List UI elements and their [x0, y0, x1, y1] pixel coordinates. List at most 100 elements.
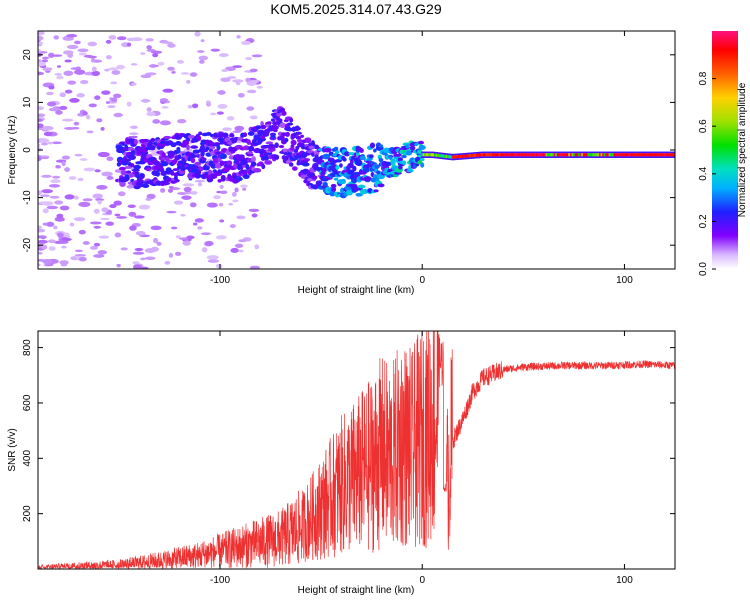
spectrogram-cell: [603, 151, 607, 154]
spectrogram-cell: [558, 153, 561, 157]
spectrogram-cell: [421, 151, 424, 154]
spectrogram-cell: [424, 151, 427, 154]
spectrogram-cell: [479, 156, 482, 159]
colorbar-tick-label: 0.6: [698, 119, 709, 133]
spectrogram-cell: [519, 153, 523, 157]
spectrogram-cell: [342, 157, 347, 162]
spectrogram-cell: [569, 151, 573, 154]
x-tick-label: 0: [419, 575, 425, 586]
spectrogram-cell: [286, 122, 294, 126]
spectrogram-cell: [506, 153, 510, 157]
spectrogram-cell: [495, 156, 498, 158]
spectrogram-cell: [57, 232, 64, 238]
spectrogram-cell: [450, 153, 453, 156]
spectrogram-cell: [543, 153, 547, 157]
spectrogram-cell: [531, 156, 534, 158]
spectrogram-cell: [63, 50, 74, 55]
spectrogram-cell: [150, 50, 163, 54]
spectrogram-cell: [454, 153, 458, 156]
spectrogram-cell: [401, 160, 407, 166]
spectrogram-cell: [419, 157, 425, 162]
spectrogram-cell: [448, 158, 451, 161]
spectrogram-cell: [608, 153, 612, 157]
spectrogram-cell: [173, 200, 184, 205]
spectrogram-cell: [531, 151, 534, 154]
spectrogram-cell: [130, 125, 138, 129]
spectrogram-cell: [477, 156, 481, 159]
spectrogram-cell: [219, 219, 225, 223]
spectrogram-cell: [598, 151, 602, 154]
spectrogram-cell: [471, 153, 474, 158]
spectrogram-cell: [493, 156, 497, 158]
spectrogram-cell: [655, 153, 658, 157]
spectrogram-cell: [303, 158, 311, 162]
spectrogram-cell: [498, 153, 502, 157]
spectrogram-cell: [246, 106, 255, 111]
spectrogram-cell: [620, 151, 623, 154]
spectrogram-cell: [590, 156, 594, 158]
spectrogram-cell: [430, 153, 434, 157]
spectrogram-cell: [532, 153, 536, 157]
spectrogram-cell: [653, 151, 657, 154]
spectrogram-cell: [641, 153, 644, 157]
spectrogram-cell: [38, 228, 46, 233]
spectrogram-cell: [451, 155, 455, 159]
spectrogram-cell: [503, 153, 506, 157]
spectrogram-cell: [632, 156, 636, 158]
spectrogram-cell: [521, 153, 524, 157]
colorbar-ticks: 0.0 0.2 0.4 0.6 0.8: [698, 71, 716, 276]
spectrogram-cell: [46, 205, 59, 210]
spectrogram-cell: [56, 65, 62, 68]
spectrogram-cell: [574, 153, 578, 157]
spectrogram-cell: [644, 153, 647, 157]
spectrogram-cell: [348, 152, 356, 156]
spectrogram-cell: [127, 204, 136, 209]
spectrogram-cell: [175, 235, 181, 239]
spectrogram-cell: [626, 156, 629, 158]
spectrogram-cell: [555, 156, 558, 158]
spectrogram-cell: [529, 156, 532, 158]
spectrogram-cell: [673, 153, 675, 157]
spectrogram-cell: [130, 82, 137, 86]
spectrogram-cell: [180, 72, 190, 75]
spectrogram-cell: [126, 184, 135, 189]
spectrogram-cell: [140, 52, 146, 55]
spectrogram-cell: [573, 151, 576, 154]
spectrogram-cell: [261, 163, 266, 170]
spectrogram-cell: [421, 153, 424, 157]
spectrogram-cell: [421, 156, 424, 158]
spectrogram-cell: [472, 157, 476, 159]
spectrogram-cell: [369, 142, 376, 149]
spectrogram-cell: [152, 237, 159, 244]
spectrogram-cell: [109, 204, 117, 209]
spectrogram-cell: [38, 239, 48, 244]
spectrogram-cell: [64, 194, 75, 200]
spectrogram-cell: [286, 127, 294, 132]
spectrogram-cell: [469, 154, 472, 158]
spectrogram-cell: [644, 156, 647, 158]
spectrogram-cell: [535, 151, 539, 154]
spectrogram-cell: [254, 244, 260, 250]
spectrogram-cell: [141, 98, 150, 103]
spectrogram-cell: [355, 160, 363, 167]
spectrogram-cell: [82, 241, 90, 245]
spectrogram-cell: [621, 156, 625, 158]
spectrogram-cell: [652, 151, 655, 154]
spectrogram-cell: [167, 43, 176, 48]
spectrogram-cell: [78, 257, 87, 262]
spectrogram-cell: [422, 151, 426, 154]
spectrogram-cell: [242, 145, 250, 151]
spectrogram-cell: [185, 137, 191, 142]
spectrogram-cell: [641, 156, 644, 158]
spectrogram-cell: [450, 155, 453, 159]
spectrogram-cell: [666, 153, 670, 157]
spectrogram-cell: [418, 144, 426, 150]
spectrogram-cell: [451, 158, 455, 161]
spectrogram-cell: [159, 120, 171, 126]
spectrogram-cell: [56, 75, 64, 80]
spectrogram-cell: [653, 156, 657, 158]
spectrogram-cell: [584, 153, 587, 157]
spectrogram-cell: [201, 157, 207, 162]
spectrogram-cell: [300, 134, 304, 138]
spectrogram-cell: [378, 158, 384, 163]
